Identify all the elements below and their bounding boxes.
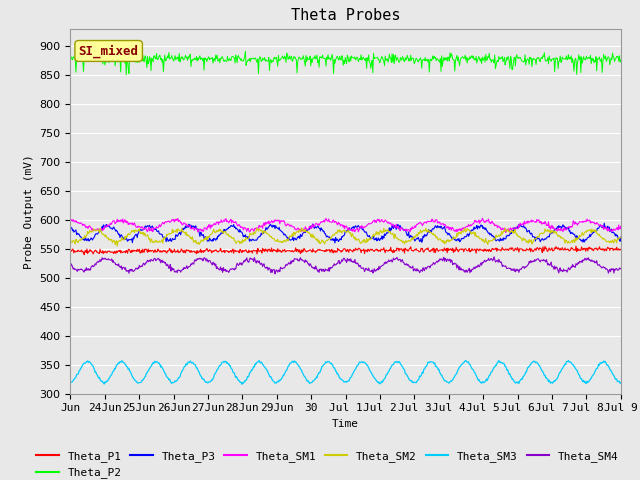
Theta_SM1 — [484, 216, 492, 222]
Theta_P1 — [401, 245, 409, 251]
Theta_SM4 — [418, 267, 426, 273]
Theta_P3 — [401, 227, 409, 232]
Theta_SM3 — [485, 372, 493, 378]
Theta_P1 — [101, 250, 109, 255]
Theta_SM3 — [387, 365, 395, 371]
Theta_SM4 — [100, 256, 108, 262]
Theta_SM2 — [419, 228, 426, 234]
Theta_SM2 — [485, 239, 493, 244]
Theta_P2 — [419, 58, 426, 63]
Theta_SM4 — [67, 264, 74, 270]
Theta_SM4 — [490, 254, 498, 260]
Theta_P2 — [485, 50, 493, 56]
Theta_P1 — [418, 246, 426, 252]
Theta_P2 — [100, 56, 108, 62]
Line: Theta_SM2: Theta_SM2 — [70, 228, 621, 246]
Theta_SM2 — [67, 241, 74, 247]
Y-axis label: Probe Output (mV): Probe Output (mV) — [24, 154, 34, 269]
Theta_P3 — [387, 226, 395, 231]
Line: Theta_P3: Theta_P3 — [70, 223, 621, 243]
Theta_SM4 — [484, 255, 492, 261]
Theta_P3 — [418, 240, 426, 245]
Line: Theta_P2: Theta_P2 — [70, 51, 621, 75]
Theta_P1 — [541, 243, 549, 249]
Theta_SM3 — [617, 380, 625, 386]
Theta_SM3 — [462, 358, 470, 363]
Theta_P3 — [100, 223, 108, 228]
Line: Theta_SM1: Theta_SM1 — [70, 218, 621, 233]
Line: Theta_SM3: Theta_SM3 — [70, 360, 621, 384]
Theta_P2 — [122, 72, 130, 78]
Theta_P2 — [402, 57, 410, 63]
Theta_P1 — [387, 244, 395, 250]
Theta_SM1 — [479, 216, 486, 221]
Theta_SM2 — [617, 234, 625, 240]
Theta_P1 — [67, 247, 74, 252]
Theta_P3 — [600, 220, 608, 226]
Theta_P1 — [81, 252, 88, 257]
Theta_SM1 — [386, 221, 394, 227]
Theta_SM1 — [100, 226, 108, 232]
Theta_SM3 — [542, 375, 550, 381]
Theta_P3 — [331, 240, 339, 246]
Theta_P3 — [541, 236, 549, 241]
Theta_P1 — [484, 249, 492, 254]
Theta_SM2 — [388, 231, 396, 237]
Theta_P2 — [617, 57, 625, 63]
X-axis label: Time: Time — [332, 419, 359, 429]
Theta_SM4 — [617, 265, 625, 271]
Theta_SM3 — [418, 371, 426, 377]
Theta_SM2 — [100, 232, 108, 238]
Theta_SM2 — [542, 228, 550, 234]
Theta_P2 — [241, 48, 249, 54]
Theta_P3 — [484, 230, 492, 236]
Theta_SM4 — [401, 262, 409, 268]
Title: Theta Probes: Theta Probes — [291, 9, 401, 24]
Theta_P1 — [572, 243, 580, 249]
Theta_P2 — [67, 53, 74, 59]
Theta_SM1 — [542, 220, 550, 226]
Theta_SM4 — [271, 271, 279, 277]
Theta_SM2 — [298, 225, 306, 231]
Text: SI_mixed: SI_mixed — [79, 44, 139, 58]
Theta_SM3 — [67, 380, 74, 386]
Theta_SM2 — [113, 243, 121, 249]
Theta_SM1 — [617, 223, 625, 229]
Theta_P3 — [617, 234, 625, 240]
Theta_SM1 — [401, 227, 408, 233]
Legend: Theta_P1, Theta_P2, Theta_P3, Theta_SM1, Theta_SM2, Theta_SM3, Theta_SM4: Theta_P1, Theta_P2, Theta_P3, Theta_SM1,… — [32, 446, 623, 480]
Theta_SM1 — [67, 218, 74, 224]
Line: Theta_P1: Theta_P1 — [70, 246, 621, 254]
Theta_SM2 — [402, 238, 410, 243]
Theta_P2 — [388, 60, 396, 65]
Theta_SM3 — [100, 381, 108, 387]
Theta_P3 — [67, 225, 74, 230]
Line: Theta_SM4: Theta_SM4 — [70, 257, 621, 274]
Theta_P2 — [542, 59, 550, 64]
Theta_P1 — [617, 247, 625, 252]
Theta_SM3 — [238, 382, 246, 387]
Theta_SM1 — [502, 230, 509, 236]
Theta_SM4 — [542, 259, 550, 265]
Theta_SM4 — [387, 257, 395, 263]
Theta_SM3 — [401, 371, 409, 376]
Theta_SM1 — [417, 221, 425, 227]
